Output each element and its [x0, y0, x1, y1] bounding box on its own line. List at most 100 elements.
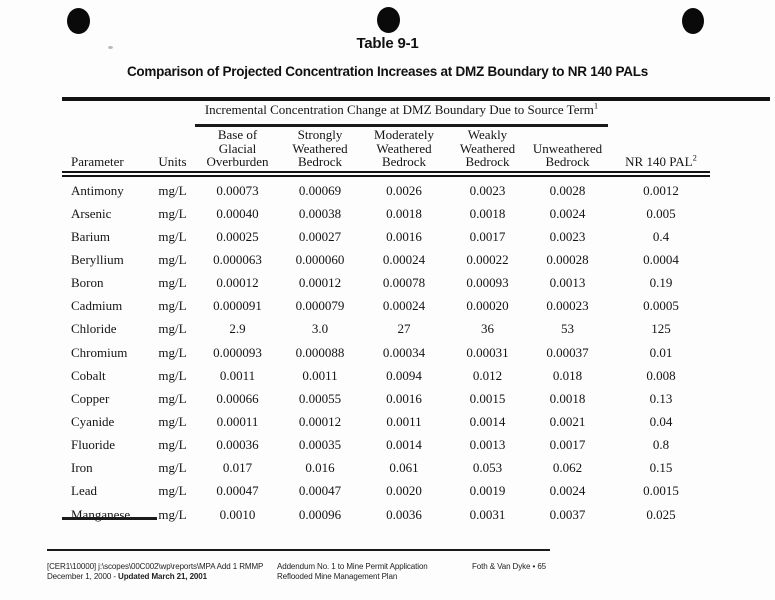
cell-pal-value: 0.19 [649, 275, 673, 291]
footer-date-updated: Updated March 21, 2001 [118, 571, 207, 581]
span-header-text: Incremental Concentration Change at DMZ … [204, 102, 594, 117]
cell-units: mg/L [158, 344, 187, 360]
cell-units: mg/L [158, 228, 187, 244]
cell-parameter: Fluoride [71, 437, 116, 453]
cell-value: 0.016 [305, 460, 335, 476]
cell-value: 0.0017 [469, 228, 506, 244]
table-row: Cobalt mg/L 0.0011 0.0011 0.0094 0.012 0.018 0.… [62, 364, 770, 387]
cell-pal-value: 0.0005 [643, 298, 679, 314]
cell-value: 53 [561, 321, 574, 337]
cell-parameter: Chromium [71, 344, 128, 360]
cell-parameter: Manganese [71, 506, 131, 522]
cell-value: 0.00024 [382, 298, 426, 314]
table-row: Arsenic mg/L 0.00040 0.00038 0.0018 0.0018 0.0… [62, 202, 770, 225]
cell-value: 0.00028 [546, 251, 589, 267]
span-header: Incremental Concentration Change at DMZ … [195, 100, 608, 118]
cell-value: 0.018 [552, 367, 583, 383]
cell-value: 0.0018 [549, 390, 586, 406]
cell-value: 0.0094 [386, 367, 422, 383]
column-header-nr140-pal: NR 140 PAL2 [608, 152, 770, 169]
cell-pal-value: 0.025 [646, 506, 676, 522]
cell-value: 0.0019 [469, 483, 506, 499]
cell-pal-value: 0.0004 [643, 251, 679, 267]
cell-value: 0.00012 [216, 275, 259, 291]
table-body: Antimony mg/L 0.00073 0.00069 0.0026 0.0023 0.… [62, 179, 770, 526]
punch-hole-icon [377, 7, 400, 33]
cell-value: 0.0013 [469, 437, 506, 453]
cell-units: mg/L [158, 367, 187, 383]
cell-value: 0.0028 [549, 182, 586, 198]
table-row: Manganese mg/L 0.0010 0.00096 0.0036 0.0031 0.… [62, 503, 770, 526]
cell-value: 0.0013 [549, 275, 586, 291]
footer-addendum-line2: Reflooded Mine Management Plan [277, 571, 398, 581]
cell-value: 0.0015 [469, 390, 506, 406]
cell-parameter: Cyanide [71, 413, 115, 429]
footnote-marker-1: 1 [593, 100, 599, 111]
cell-pal-value: 0.8 [652, 437, 670, 453]
column-header-glacial-overburden: Base of Glacial Overburden [206, 127, 269, 169]
cell-value: 0.000091 [213, 298, 262, 314]
table-row: Chromium mg/L 0.000093 0.000088 0.00034 0.000… [62, 341, 770, 364]
column-header-units: Units [158, 153, 187, 169]
footer-date-prefix: December 1, 2000 - [47, 571, 119, 581]
cell-value: 0.0011 [386, 413, 422, 429]
footer-date-line: December 1, 2000 - Updated March 21, 200… [47, 572, 272, 582]
cell-parameter: Cadmium [71, 298, 123, 314]
cell-value: 0.00025 [216, 228, 259, 244]
cell-pal-value: 0.005 [646, 205, 676, 221]
cell-value: 0.0011 [302, 367, 338, 383]
footnote-marker-2: 2 [692, 152, 697, 163]
cell-units: mg/L [158, 298, 187, 314]
cell-value: 0.00069 [298, 182, 342, 198]
cell-value: 0.00073 [216, 182, 259, 198]
cell-pal-value: 0.0015 [643, 483, 679, 499]
cell-value: 0.00027 [298, 228, 342, 244]
cell-value: 0.00038 [298, 205, 342, 221]
cell-value: 0.00036 [216, 437, 259, 453]
table-row: Fluoride mg/L 0.00036 0.00035 0.0014 0.0013 0.… [62, 434, 770, 457]
cell-value: 0.000079 [295, 298, 345, 314]
cell-value: 0.00055 [298, 390, 342, 406]
column-header-weakly-weathered: Weakly Weathered Bedrock [459, 127, 516, 169]
document-title: Comparison of Projected Concentration In… [126, 64, 649, 79]
punch-hole-icon [67, 8, 90, 34]
cell-units: mg/L [158, 251, 187, 267]
cell-value: 0.017 [222, 460, 253, 476]
scan-speck [108, 46, 113, 49]
cell-parameter: Iron [71, 460, 93, 476]
cell-value: 0.0023 [549, 228, 586, 244]
table-row: Chloride mg/L 2.9 3.0 27 36 53 125 [62, 318, 770, 341]
cell-units: mg/L [158, 390, 187, 406]
table-row: Antimony mg/L 0.00073 0.00069 0.0026 0.0023 0.… [62, 179, 770, 202]
table-row: Cyanide mg/L 0.00011 0.00012 0.0011 0.0014 0.0… [62, 410, 770, 433]
cell-value: 0.062 [552, 460, 583, 476]
cell-parameter: Barium [71, 228, 110, 244]
cell-value: 0.0024 [549, 205, 586, 221]
cell-units: mg/L [158, 437, 187, 453]
footer-doc-ref: [CER1\10000] j:\scopes\00C002\wp\reports… [47, 562, 264, 571]
cell-value: 0.0026 [386, 182, 422, 198]
cell-parameter: Lead [71, 483, 97, 499]
cell-parameter: Antimony [71, 182, 124, 198]
cell-value: 0.0018 [469, 205, 506, 221]
cell-parameter: Chloride [71, 321, 117, 337]
cell-value: 0.00020 [466, 298, 509, 314]
cell-value: 0.00012 [298, 275, 342, 291]
table-row: Boron mg/L 0.00012 0.00012 0.00078 0.00093 0.0… [62, 272, 770, 295]
cell-units: mg/L [158, 413, 187, 429]
cell-units: mg/L [158, 182, 187, 198]
table-row: Beryllium mg/L 0.000063 0.000060 0.00024 0.00… [62, 248, 770, 271]
cell-value: 0.0036 [386, 506, 422, 522]
table-row: Lead mg/L 0.00047 0.00047 0.0020 0.0019 0.0024… [62, 480, 770, 503]
footer-addendum-block: Addendum No. 1 to Mine Permit Applicatio… [277, 562, 457, 581]
cell-units: mg/L [158, 460, 187, 476]
cell-value: 0.00040 [216, 205, 259, 221]
table-row: Iron mg/L 0.017 0.016 0.061 0.053 0.062 0.15 [62, 457, 770, 480]
column-header-parameter: Parameter [71, 153, 124, 169]
table-row: Barium mg/L 0.00025 0.00027 0.0016 0.0017 0.00… [62, 225, 770, 248]
cell-value: 0.053 [472, 460, 503, 476]
column-header-unweathered: Unweathered Bedrock [532, 140, 603, 169]
cell-value: 0.000060 [295, 251, 345, 267]
pal-header-text: NR 140 PAL [625, 153, 693, 169]
cell-value: 0.0016 [386, 390, 422, 406]
